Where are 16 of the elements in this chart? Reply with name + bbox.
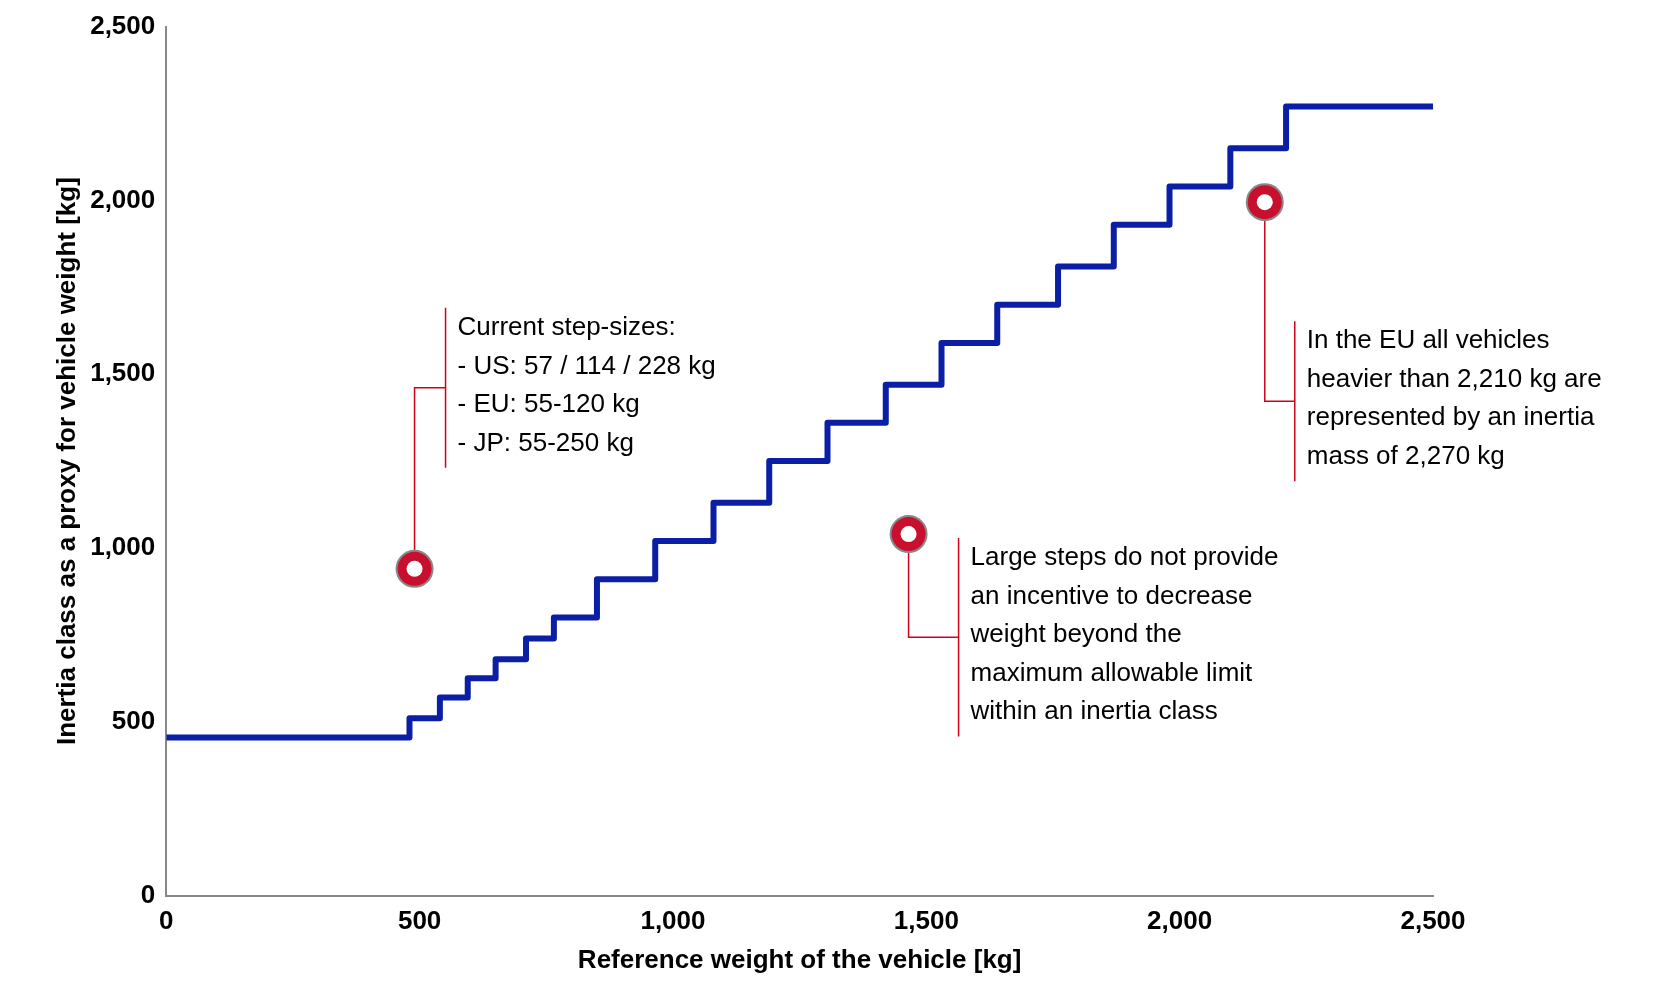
y-tick-label: 2,500 (90, 9, 156, 40)
annotation: In the EU all vehicles heavier than 2,210 kg are represented by an inertia mass of 2,270 kg (1306, 324, 1602, 470)
annotation: Large steps do not provide an incentive to decrease weight beyond the maximum allowable limit within an inertia class (969, 541, 1279, 726)
x-tick-label: 1,000 (640, 905, 706, 936)
annotation: Current step-sizes: - US: 57 / 114 / 228 kg - EU: 55-120 kg - JP: 55-250 kg (457, 311, 716, 457)
y-tick-label: 1,500 (90, 357, 156, 388)
x-tick-label: 2,000 (1147, 905, 1213, 936)
x-axis-title: Reference weight of the vehicle [kg] (577, 943, 1022, 974)
y-tick-label: 500 (111, 704, 156, 735)
y-axis-title: Inertia class as a proxy for vehicle weight [kg] (50, 177, 81, 746)
x-tick-label: 500 (397, 905, 442, 936)
x-tick-label: 1,500 (893, 905, 959, 936)
y-tick-label: 1,000 (90, 531, 156, 562)
x-tick-label: 2,500 (1400, 905, 1466, 936)
y-tick-label: 2,000 (90, 183, 156, 214)
y-tick-label: 0 (140, 878, 156, 909)
